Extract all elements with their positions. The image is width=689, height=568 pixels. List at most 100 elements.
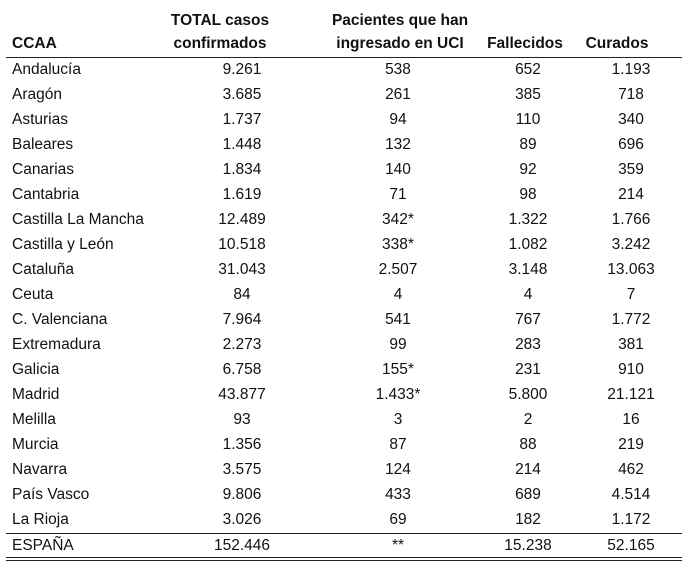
table-cell: 283 <box>515 336 541 353</box>
table-cell: 6.758 <box>222 361 262 378</box>
table-cell: 3.242 <box>611 236 651 253</box>
table-cell: 338* <box>382 236 414 253</box>
table-cell: 261 <box>385 86 411 103</box>
table-cell: 1.322 <box>508 211 548 228</box>
table-cell: 214 <box>618 186 644 203</box>
table-cell: 43.877 <box>218 386 266 403</box>
total-cell: ** <box>391 537 405 554</box>
table-cell: 910 <box>618 361 644 378</box>
table-cell: 1.172 <box>611 511 651 528</box>
table-cell: Cataluña <box>12 261 75 278</box>
table-cell: Navarra <box>12 461 68 478</box>
table-cell: 94 <box>389 111 407 128</box>
table-cell: 214 <box>515 461 541 478</box>
header-rule <box>6 57 682 58</box>
table-cell: 3.026 <box>222 511 262 528</box>
table-cell: Canarias <box>12 161 75 178</box>
total-cell: 15.238 <box>504 537 552 554</box>
table-cell: 2.507 <box>378 261 418 278</box>
table-cell: 31.043 <box>218 261 266 278</box>
table-cell: País Vasco <box>12 486 90 503</box>
table-cell: 2 <box>523 411 533 428</box>
table-cell: 9.261 <box>222 61 262 78</box>
table-cell: Madrid <box>12 386 60 403</box>
table-cell: Aragón <box>12 86 62 103</box>
header-cell: CCAA <box>12 35 57 52</box>
table-cell: 9.806 <box>222 486 262 503</box>
total-cell: ESPAÑA <box>12 537 74 554</box>
table-cell: 7 <box>626 286 636 303</box>
table-cell: 5.800 <box>508 386 548 403</box>
total-rule <box>6 533 682 534</box>
table-cell: 182 <box>515 511 541 528</box>
table-cell: 69 <box>389 511 407 528</box>
table-cell: 13.063 <box>607 261 655 278</box>
table-cell: Castilla y León <box>12 236 114 253</box>
table-cell: C. Valenciana <box>12 311 108 328</box>
table-cell: Baleares <box>12 136 74 153</box>
table-cell: 381 <box>618 336 644 353</box>
table-cell: 1.448 <box>222 136 262 153</box>
table-cell: 89 <box>519 136 537 153</box>
table-cell: Galicia <box>12 361 60 378</box>
table-cell: La Rioja <box>12 511 69 528</box>
table-cell: 1.356 <box>222 436 262 453</box>
table-cell: 88 <box>519 436 537 453</box>
table-cell: 132 <box>385 136 411 153</box>
header-cell: ingresado en UCI <box>336 35 464 52</box>
table-cell: 87 <box>389 436 407 453</box>
table-cell: 538 <box>385 61 411 78</box>
table-cell: Extremadura <box>12 336 101 353</box>
table-cell: 10.518 <box>218 236 266 253</box>
table-cell: 3.575 <box>222 461 262 478</box>
table-cell: 21.121 <box>607 386 655 403</box>
table-cell: 140 <box>385 161 411 178</box>
total-cell: 52.165 <box>607 537 655 554</box>
table-cell: 359 <box>618 161 644 178</box>
table-cell: 12.489 <box>218 211 266 228</box>
table-cell: 3.685 <box>222 86 262 103</box>
table-cell: 92 <box>519 161 537 178</box>
header-cell: Curados <box>585 35 649 52</box>
table-cell: 696 <box>618 136 644 153</box>
table-cell: 71 <box>389 186 407 203</box>
total-cell: 152.446 <box>213 537 271 554</box>
table-cell: 767 <box>515 311 541 328</box>
table-cell: 3.148 <box>508 261 548 278</box>
table-cell: 2.273 <box>222 336 262 353</box>
table-cell: 433 <box>385 486 411 503</box>
table-cell: 1.737 <box>222 111 262 128</box>
table-cell: 110 <box>515 111 541 128</box>
table-cell: Murcia <box>12 436 59 453</box>
table-cell: 342* <box>382 211 414 228</box>
table-cell: 4 <box>523 286 533 303</box>
table-cell: 652 <box>515 61 541 78</box>
header-cell: Fallecidos <box>487 35 563 52</box>
table-cell: 98 <box>519 186 537 203</box>
table-cell: 155* <box>382 361 414 378</box>
table-cell: 1.082 <box>508 236 548 253</box>
table-cell: 219 <box>618 436 644 453</box>
bottom-rule <box>6 557 682 558</box>
header-cell: confirmados <box>173 35 267 52</box>
table-cell: 99 <box>389 336 407 353</box>
table-cell: Castilla La Mancha <box>12 211 144 228</box>
table-cell: Andalucía <box>12 61 81 78</box>
table-cell: 4.514 <box>611 486 651 503</box>
table-cell: 1.766 <box>611 211 651 228</box>
table-cell: 718 <box>618 86 644 103</box>
table-cell: Asturias <box>12 111 68 128</box>
table-cell: 16 <box>622 411 640 428</box>
header-cell: Pacientes que han <box>331 12 469 29</box>
table-cell: 93 <box>233 411 251 428</box>
table-cell: 340 <box>618 111 644 128</box>
table-cell: 1.834 <box>222 161 262 178</box>
table-cell: 84 <box>233 286 251 303</box>
table-cell: 7.964 <box>222 311 262 328</box>
table-cell: 1.772 <box>611 311 651 328</box>
table-cell: 462 <box>618 461 644 478</box>
table-cell: 4 <box>393 286 403 303</box>
header-cell: TOTAL casos <box>170 12 270 29</box>
table-cell: 1.619 <box>222 186 262 203</box>
